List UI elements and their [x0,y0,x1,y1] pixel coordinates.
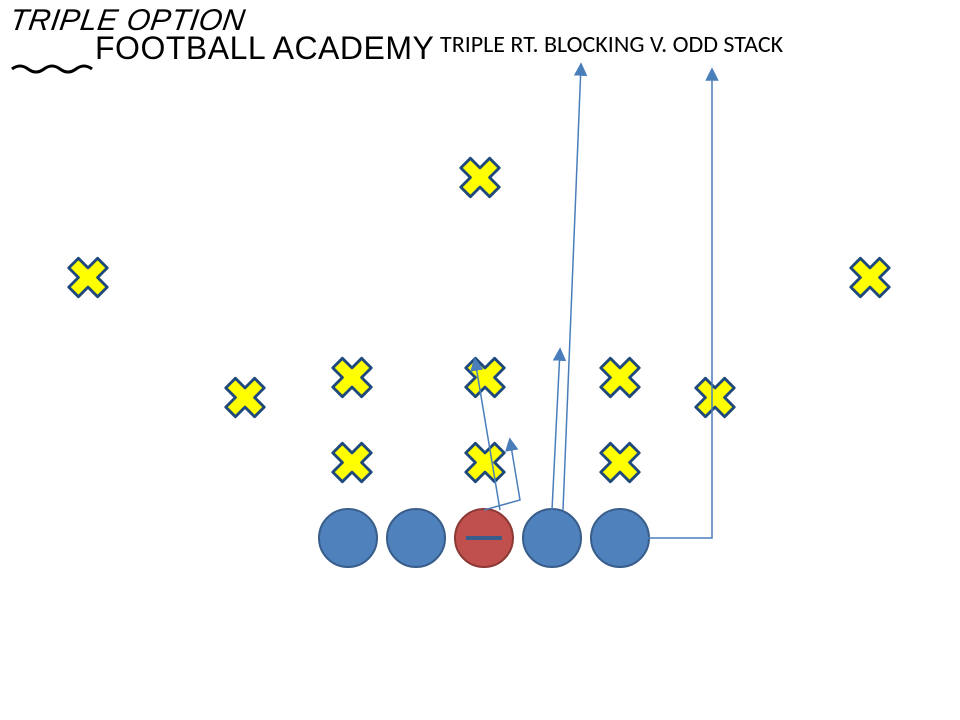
defender-olb-left [221,374,269,427]
defender-dl-rt [596,439,644,492]
defender-cb-left [64,254,112,307]
ol-lg [386,508,446,568]
arrow-rg-to-lb [552,350,560,510]
defender-lb-lt [328,354,376,407]
diagram-title: TRIPLE RT. BLOCKING V. ODD STACK [440,30,783,59]
defender-dl-c [461,439,509,492]
defender-olb-right [691,374,739,427]
defender-lb-c [461,354,509,407]
logo-line2: FOOTBALL ACADEMY [95,30,434,67]
arrow-rt-deep [648,70,712,538]
ol-rg [522,508,582,568]
arrow-rg-deep [563,65,581,510]
defender-lb-rt [596,354,644,407]
diagram-stage: TRIPLE OPTION FOOTBALL ACADEMY TRIPLE RT… [0,0,960,720]
logo-underline [10,62,100,76]
defender-cb-right [846,254,894,307]
defender-dl-lt [328,439,376,492]
center-marker [466,536,502,540]
ol-lt [318,508,378,568]
defender-fs [456,154,504,207]
ol-rt [590,508,650,568]
